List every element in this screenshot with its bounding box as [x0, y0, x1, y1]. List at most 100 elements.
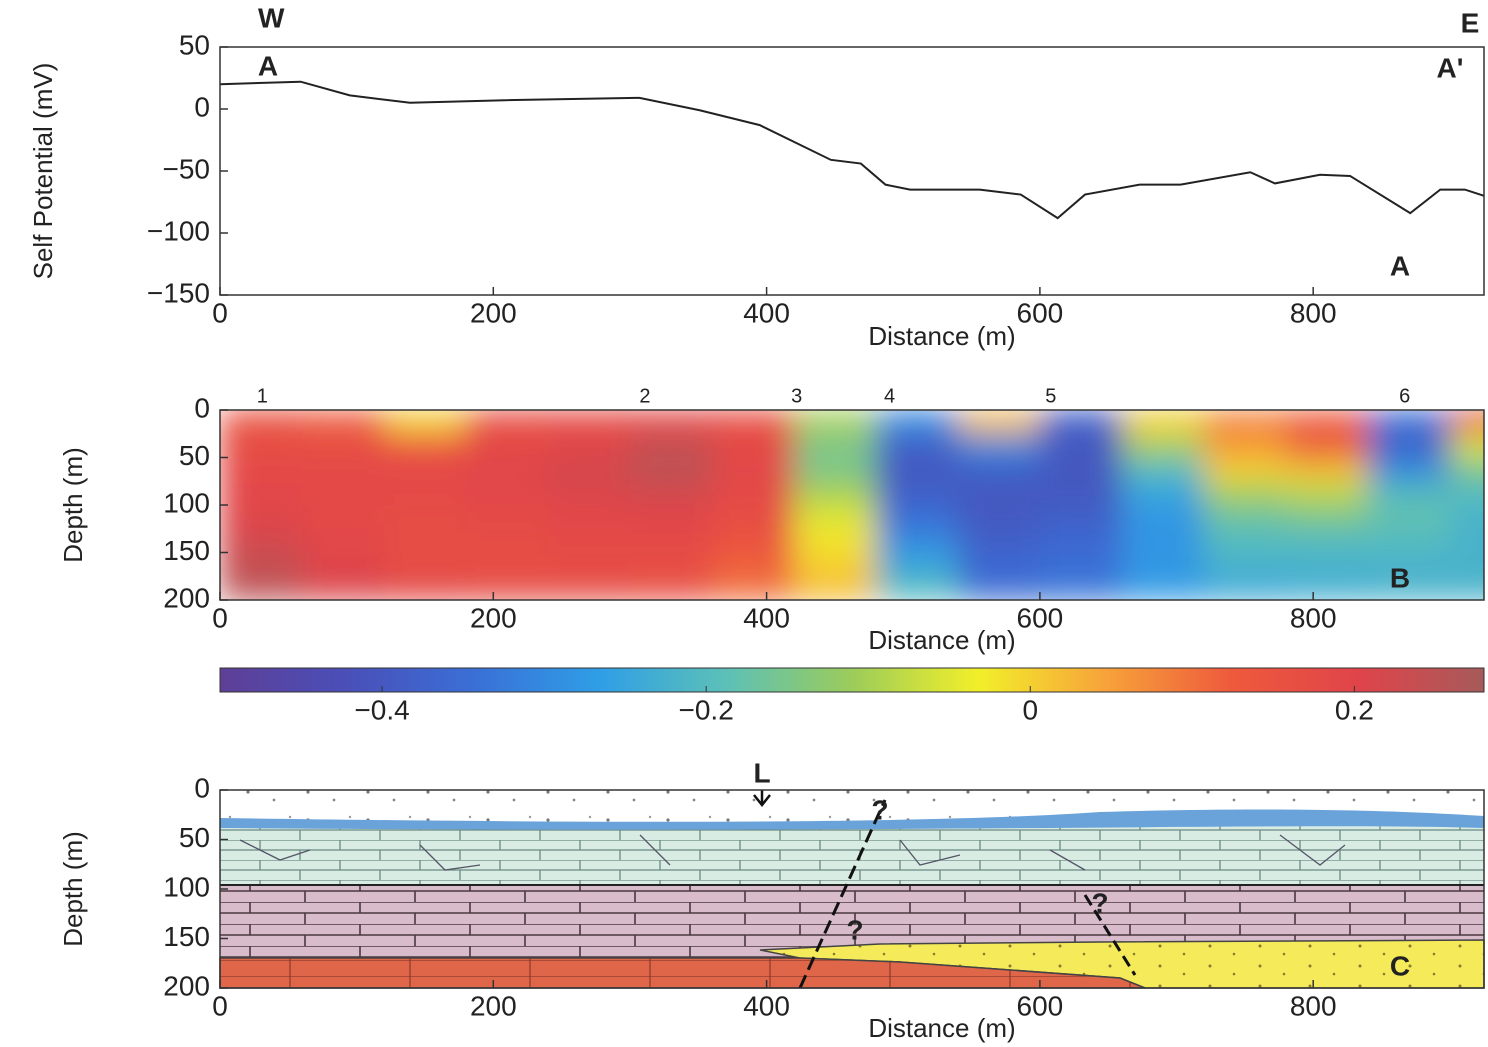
heat-cell: [630, 458, 712, 482]
heat-cell: [876, 553, 958, 577]
figure: 0200400600800500−50−100−150Distance (m)S…: [0, 0, 1488, 1047]
x-tick-label: 600: [1017, 990, 1064, 1021]
y-tick-label: 50: [179, 29, 210, 60]
heat-cell: [1286, 576, 1368, 600]
heat-cell: [794, 553, 876, 577]
heat-cell: [1368, 481, 1450, 505]
heat-cell: [1122, 529, 1204, 553]
heat-cell: [1040, 410, 1122, 434]
heat-cell: [220, 434, 302, 458]
heat-cell: [1122, 553, 1204, 577]
annotation: C: [1390, 950, 1410, 981]
heat-cell: [958, 505, 1040, 529]
heat-cell: [1040, 576, 1122, 600]
x-tick-label: 600: [1017, 297, 1064, 328]
x-axis-label: Distance (m): [868, 625, 1015, 655]
x-tick-label: 0: [212, 990, 228, 1021]
heat-cell: [1040, 553, 1122, 577]
y-tick-label: 0: [194, 392, 210, 423]
heat-cell: [384, 481, 466, 505]
heat-cell: [220, 553, 302, 577]
heat-cell: [1122, 434, 1204, 458]
heat-cell: [1204, 410, 1286, 434]
heat-cell: [466, 505, 548, 529]
y-tick-label: −150: [147, 277, 210, 308]
heat-cell: [466, 458, 548, 482]
heat-cell: [958, 553, 1040, 577]
x-tick-label: 800: [1290, 602, 1337, 633]
y-tick-label: −100: [147, 215, 210, 246]
heat-cell: [1368, 458, 1450, 482]
heat-cell: [466, 576, 548, 600]
heat-cell: [794, 576, 876, 600]
y-axis-label: Depth (m): [58, 447, 88, 563]
heat-cell: [220, 410, 302, 434]
annotation: ?: [846, 914, 863, 945]
sp-profile: [220, 82, 1484, 218]
heat-cell: [1204, 505, 1286, 529]
colorbar-tick-label: 0: [1022, 694, 1038, 725]
heat-cell: [1286, 434, 1368, 458]
heat-cell: [630, 576, 712, 600]
y-tick-label: 0: [194, 91, 210, 122]
heat-cell: [876, 576, 958, 600]
axes-frame: [220, 47, 1484, 295]
heat-cell: [302, 576, 384, 600]
heat-cell: [1204, 529, 1286, 553]
heat-cell: [1368, 529, 1450, 553]
annotation: B: [1390, 562, 1410, 593]
heat-cell: [548, 458, 630, 482]
electrode-label: 5: [1045, 385, 1056, 407]
heat-cell: [958, 410, 1040, 434]
heat-cell: [1450, 410, 1488, 434]
heat-cell: [794, 529, 876, 553]
heat-cell: [958, 481, 1040, 505]
heat-cell: [1204, 458, 1286, 482]
heat-cell: [302, 505, 384, 529]
heat-cell: [1368, 505, 1450, 529]
annotation: A': [1437, 52, 1464, 83]
heat-cell: [1450, 458, 1488, 482]
annotation: E: [1461, 7, 1480, 38]
heat-cell: [302, 529, 384, 553]
heat-cell: [630, 553, 712, 577]
heat-cell: [876, 458, 958, 482]
heat-cell: [1122, 481, 1204, 505]
heat-cell: [302, 434, 384, 458]
heat-cell: [958, 434, 1040, 458]
heat-cell: [794, 434, 876, 458]
heat-cell: [794, 410, 876, 434]
heat-cell: [466, 410, 548, 434]
heat-cell: [712, 505, 794, 529]
heat-cell: [958, 576, 1040, 600]
heat-cell: [1040, 481, 1122, 505]
heat-cell: [384, 410, 466, 434]
heat-cell: [630, 529, 712, 553]
heat-cell: [876, 434, 958, 458]
x-axis-label: Distance (m): [868, 1013, 1015, 1043]
heat-cell: [630, 410, 712, 434]
heatmap-cells: [220, 410, 1488, 601]
heat-cell: [1450, 529, 1488, 553]
heat-cell: [794, 481, 876, 505]
heat-cell: [712, 529, 794, 553]
x-tick-label: 400: [743, 297, 790, 328]
heat-cell: [1286, 458, 1368, 482]
electrode-label: 6: [1399, 385, 1410, 407]
heat-cell: [794, 505, 876, 529]
heat-cell: [548, 529, 630, 553]
heat-cell: [876, 505, 958, 529]
heat-cell: [220, 481, 302, 505]
electrode-label: 3: [791, 385, 802, 407]
heat-cell: [1040, 458, 1122, 482]
heat-cell: [712, 434, 794, 458]
geologic-section: [220, 790, 1484, 988]
heat-cell: [1204, 553, 1286, 577]
heat-cell: [220, 576, 302, 600]
heat-cell: [548, 481, 630, 505]
heat-cell: [384, 434, 466, 458]
heat-cell: [220, 458, 302, 482]
heat-cell: [1450, 481, 1488, 505]
heat-cell: [302, 458, 384, 482]
heat-cell: [1368, 410, 1450, 434]
